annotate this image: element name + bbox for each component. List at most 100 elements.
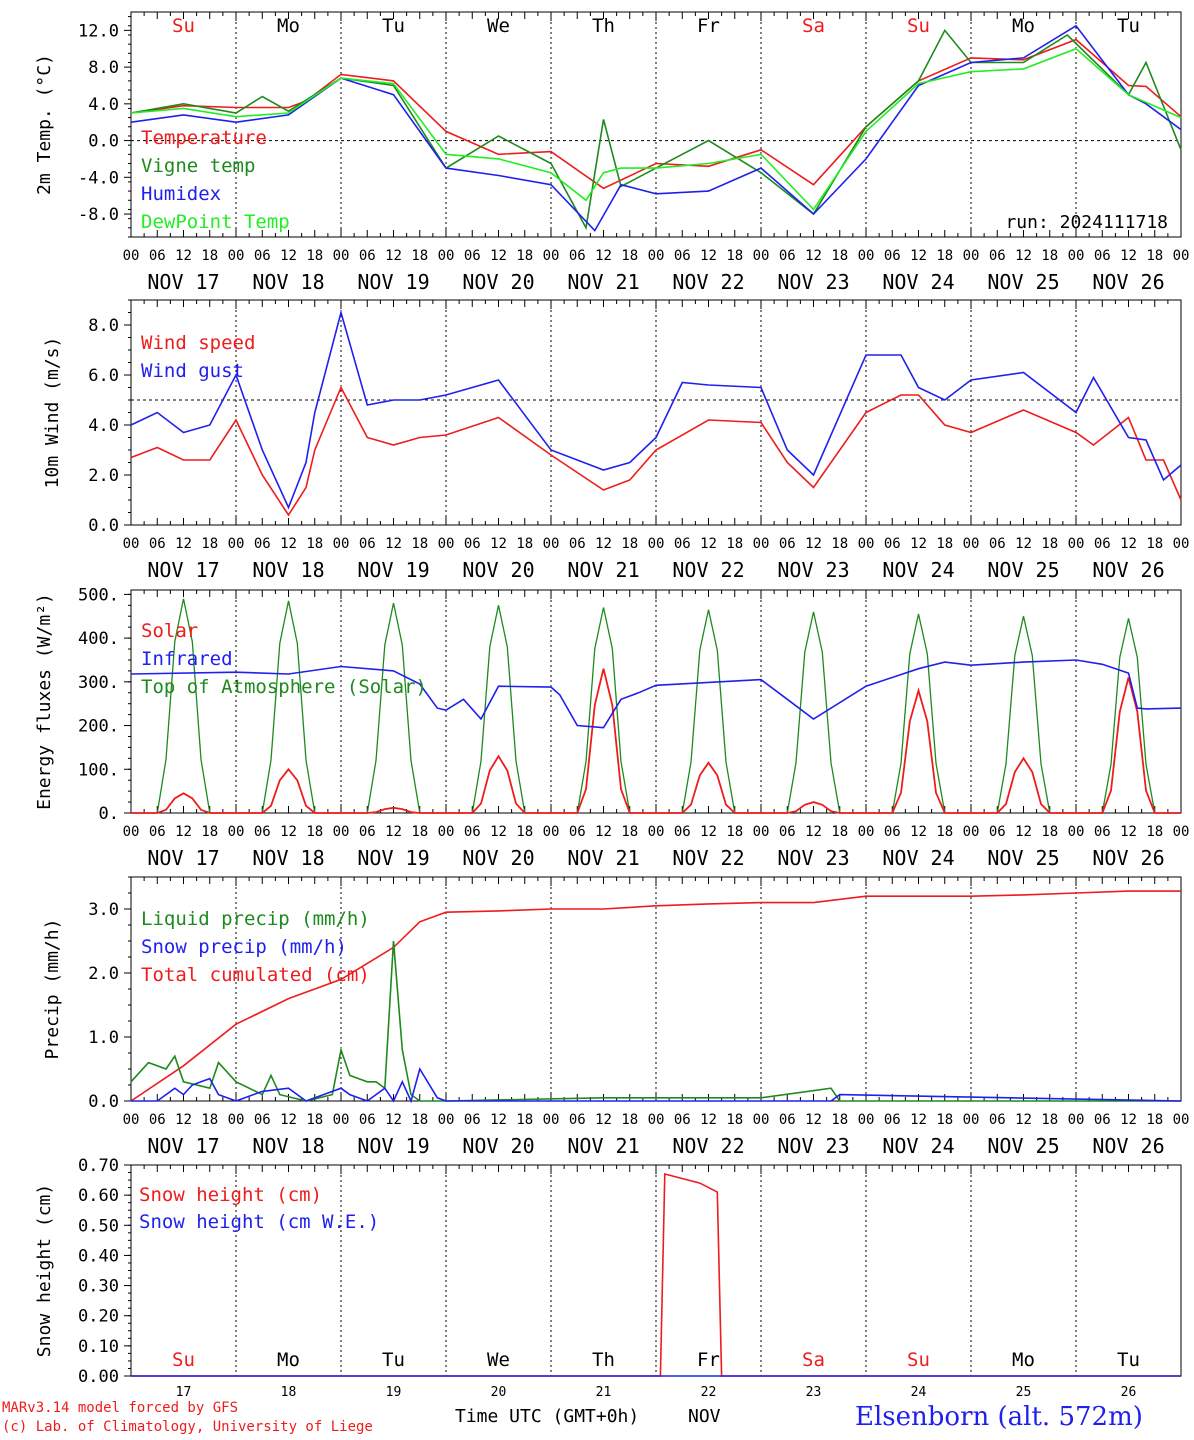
date-label: NOV 26 — [1092, 846, 1164, 870]
series-line — [130, 309, 1182, 510]
hour-tick-label: 06 — [569, 1112, 586, 1128]
hour-tick-label: 18 — [306, 536, 323, 552]
legend-entry: Solar — [141, 620, 198, 642]
solar-line — [131, 668, 1181, 814]
hour-tick-label: 06 — [989, 536, 1006, 552]
hour-tick-label: 00 — [753, 248, 770, 264]
hour-tick-label: 18 — [1146, 824, 1163, 840]
hour-tick-label: 18 — [831, 248, 848, 264]
y-axis-title: Energy fluxes (W/m²) — [34, 593, 55, 810]
hour-tick-label: 06 — [989, 1112, 1006, 1128]
legend-entry: Wind speed — [141, 332, 255, 354]
hour-tick-label: 18 — [726, 536, 743, 552]
y-tick-label: 0.0 — [88, 516, 119, 536]
y-tick-label: 100. — [78, 760, 119, 780]
hour-tick-label: 12 — [280, 248, 297, 264]
hour-tick-label: 00 — [963, 248, 980, 264]
hour-tick-label: 18 — [1146, 536, 1163, 552]
hour-tick-label: 12 — [805, 824, 822, 840]
hour-tick-label: 18 — [936, 536, 953, 552]
date-label: NOV 20 — [462, 846, 534, 870]
hour-tick-label: 12 — [1120, 536, 1137, 552]
hour-tick-label: 18 — [621, 824, 638, 840]
weekday-label: Th — [592, 15, 615, 37]
hour-tick-label: 00 — [333, 1112, 350, 1128]
hour-tick-label: 06 — [779, 1112, 796, 1128]
hour-tick-label: 12 — [175, 824, 192, 840]
series-line — [130, 385, 1182, 517]
date-label: NOV 18 — [252, 846, 324, 870]
hour-tick-label: 12 — [385, 1112, 402, 1128]
hour-tick-label: 06 — [779, 248, 796, 264]
y-axis-title: 10m Wind (m/s) — [42, 337, 63, 489]
hour-tick-label: 12 — [1120, 824, 1137, 840]
y-tick-label: 0.20 — [78, 1307, 119, 1327]
day-number-label: 24 — [911, 1385, 927, 1400]
hour-tick-label: 12 — [1015, 248, 1032, 264]
legend-entry: Liquid precip (mm/h) — [141, 908, 370, 930]
date-label: NOV 24 — [882, 558, 954, 582]
hour-tick-label: 06 — [359, 824, 376, 840]
hour-tick-label: 00 — [543, 1112, 560, 1128]
hour-tick-label: 12 — [910, 1112, 927, 1128]
y-axis-title: Snow height (cm) — [34, 1184, 55, 1357]
date-label: NOV 19 — [357, 846, 429, 870]
legend-entry: DewPoint Temp — [141, 211, 290, 233]
date-label: NOV 25 — [987, 558, 1059, 582]
hour-tick-label: 18 — [411, 536, 428, 552]
date-label: NOV 23 — [777, 846, 849, 870]
day-number-label: 23 — [806, 1385, 822, 1400]
weekday-label: Tu — [1117, 1349, 1140, 1371]
hour-tick-label: 00 — [963, 536, 980, 552]
hour-tick-label: 00 — [228, 824, 245, 840]
hour-tick-label: 06 — [359, 248, 376, 264]
date-label: NOV 24 — [882, 270, 954, 294]
hour-tick-label: 18 — [516, 536, 533, 552]
hour-tick-label: 06 — [1094, 536, 1111, 552]
date-label: NOV 22 — [672, 846, 744, 870]
hour-tick-label: 06 — [254, 248, 271, 264]
hour-tick-label: 18 — [831, 824, 848, 840]
hour-tick-label: 00 — [648, 1112, 665, 1128]
hour-tick-label: 00 — [648, 248, 665, 264]
weekday-label: Fr — [697, 15, 720, 37]
hour-tick-label: 12 — [1015, 536, 1032, 552]
hour-tick-label: 06 — [464, 1112, 481, 1128]
weekday-label: Tu — [382, 1349, 405, 1371]
hour-tick-label: 12 — [595, 824, 612, 840]
hour-tick-label: 18 — [621, 1112, 638, 1128]
weekday-label: Su — [907, 15, 930, 37]
hour-tick-label: 06 — [674, 536, 691, 552]
hour-tick-label: 18 — [516, 248, 533, 264]
hour-tick-label: 18 — [726, 824, 743, 840]
legend-entry: Humidex — [141, 183, 221, 205]
hour-tick-label: 06 — [779, 536, 796, 552]
date-label: NOV 18 — [252, 1134, 324, 1158]
hour-tick-label: 18 — [201, 1112, 218, 1128]
series-line — [130, 47, 1182, 211]
hour-tick-label: 00 — [753, 824, 770, 840]
day-number-label: 22 — [701, 1385, 717, 1400]
hour-tick-label: 00 — [543, 248, 560, 264]
hour-tick-label: 06 — [149, 1112, 166, 1128]
hour-tick-label: 00 — [438, 248, 455, 264]
legend-entry: Infrared — [141, 648, 233, 670]
hour-tick-label: 12 — [280, 824, 297, 840]
hour-tick-label: 06 — [149, 824, 166, 840]
hour-tick-label: 18 — [936, 1112, 953, 1128]
hour-tick-label: 00 — [753, 1112, 770, 1128]
y-tick-label: 0.00 — [78, 1367, 119, 1387]
y-tick-label: 0.10 — [78, 1337, 119, 1357]
hour-tick-label: 12 — [175, 248, 192, 264]
legend-entry: Snow height (cm) — [139, 1184, 322, 1206]
date-label: NOV 23 — [777, 270, 849, 294]
hour-tick-label: 00 — [858, 1112, 875, 1128]
hour-tick-label: 00 — [648, 536, 665, 552]
day-number-label: 17 — [176, 1385, 192, 1400]
series-line — [130, 890, 1181, 1102]
hour-tick-label: 18 — [726, 1112, 743, 1128]
date-label: NOV 23 — [777, 1134, 849, 1158]
legend-entry: Wind gust — [141, 360, 244, 382]
hour-tick-label: 00 — [333, 248, 350, 264]
hour-tick-label: 12 — [910, 824, 927, 840]
